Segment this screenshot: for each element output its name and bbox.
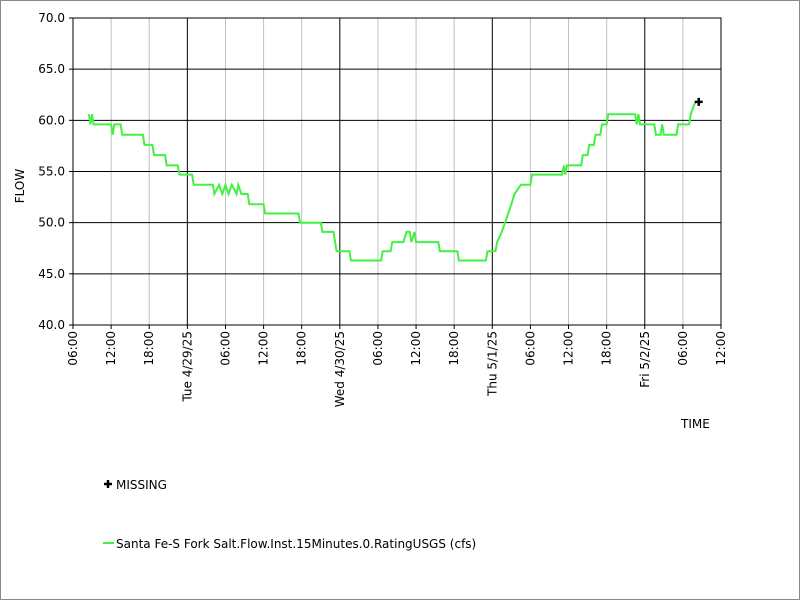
- x-tick-label: Wed 4/30/25: [333, 331, 347, 407]
- y-tick-label: 45.0: [38, 267, 65, 281]
- x-tick-label: 12:00: [409, 331, 423, 366]
- x-tick-label: 18:00: [447, 331, 461, 366]
- x-tick-label: Fri 5/2/25: [638, 331, 652, 388]
- x-tick-label: 12:00: [104, 331, 118, 366]
- legend-label: Santa Fe-S Fork Salt.Flow.Inst.15Minutes…: [116, 537, 476, 551]
- x-tick-label: 06:00: [66, 331, 80, 366]
- x-tick-label: 12:00: [714, 331, 728, 366]
- plot-border: [72, 17, 722, 326]
- legend-label: MISSING: [116, 478, 167, 492]
- missing-marker: [694, 97, 703, 106]
- y-tick-label: 55.0: [38, 165, 65, 179]
- x-axis-label: TIME: [680, 417, 710, 431]
- x-tick-label: Tue 4/29/25: [180, 331, 194, 403]
- y-tick-label: 65.0: [38, 62, 65, 76]
- x-tick-label: Thu 5/1/25: [485, 331, 499, 397]
- y-axis-label: FLOW: [13, 169, 27, 204]
- flow-line: [87, 101, 697, 262]
- legend-marker: [104, 480, 112, 488]
- y-tick-label: 60.0: [38, 113, 65, 127]
- x-tick-label: 06:00: [676, 331, 690, 366]
- y-tick-label: 40.0: [38, 318, 65, 332]
- x-tick-label: 12:00: [562, 331, 576, 366]
- x-tick-label: 06:00: [523, 331, 537, 366]
- y-tick-label: 70.0: [38, 11, 65, 25]
- x-tick-label: 18:00: [142, 331, 156, 366]
- y-tick-label: 50.0: [38, 216, 65, 230]
- x-tick-label: 06:00: [218, 331, 232, 366]
- x-tick-label: 18:00: [295, 331, 309, 366]
- x-tick-label: 18:00: [600, 331, 614, 366]
- x-tick-label: 12:00: [257, 331, 271, 366]
- x-tick-label: 06:00: [371, 331, 385, 366]
